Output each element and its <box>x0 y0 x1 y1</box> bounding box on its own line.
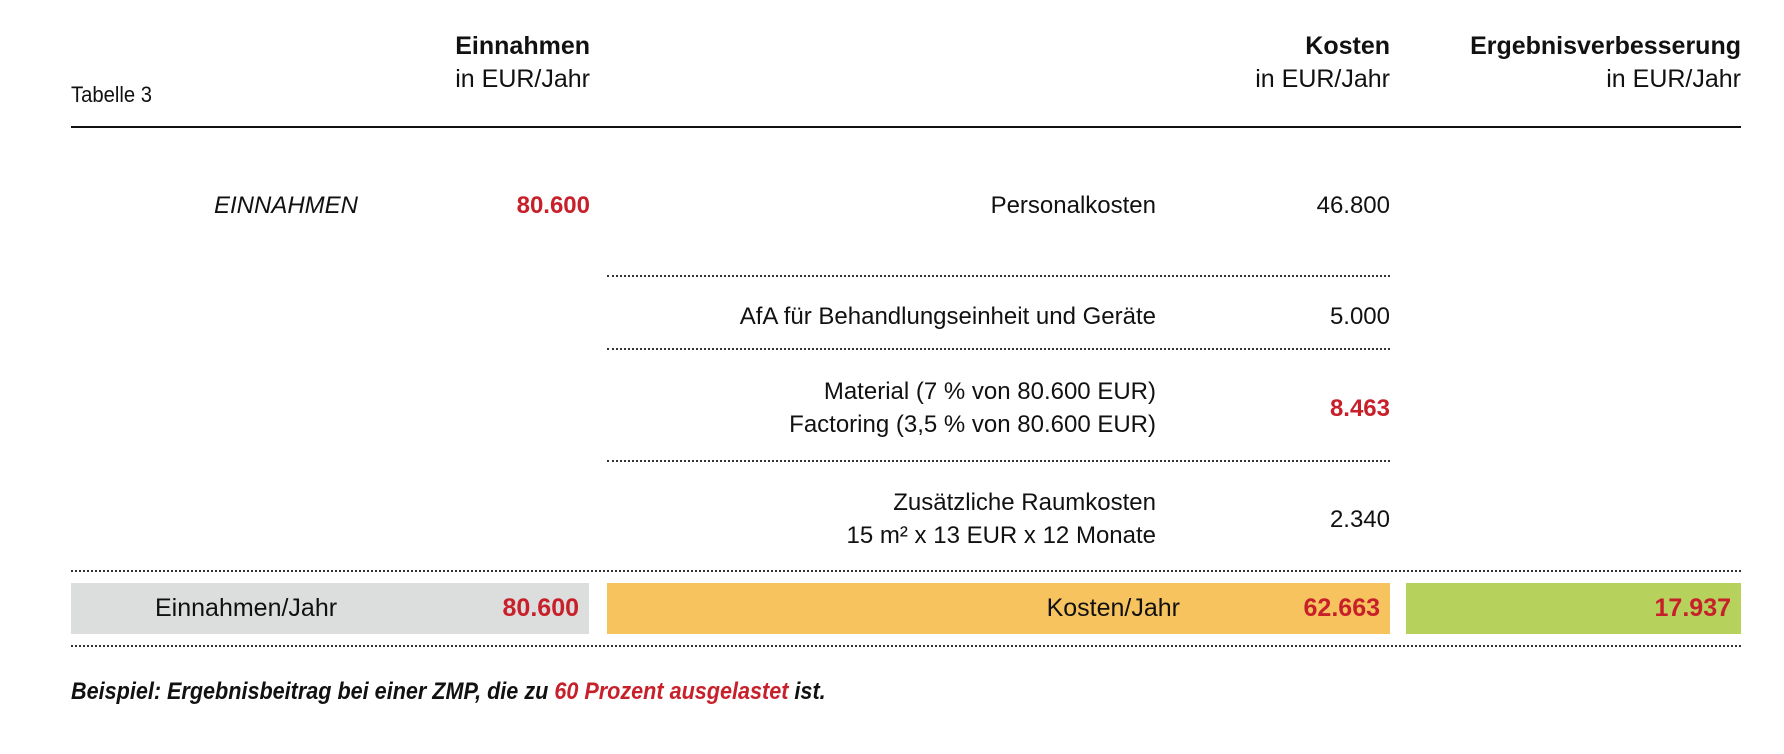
cost-row-personalkosten-label: Personalkosten <box>610 189 1156 222</box>
dotted-divider <box>607 460 1390 462</box>
cost-row-afa-label: AfA für Behandlungseinheit und Geräte <box>610 300 1156 333</box>
cost-row-afa-value: 5.000 <box>1329 303 1390 330</box>
total-kosten-value: 62.663 <box>1303 594 1380 622</box>
cost-line: Material (7 % von 80.600 EUR) <box>823 378 1156 405</box>
footnote-prefix: Beispiel: Ergebnisbeitrag bei einer ZMP,… <box>71 678 555 705</box>
header-einnahmen-title: Einnahmen <box>455 32 590 60</box>
header-kosten-title: Kosten <box>1305 32 1390 60</box>
dotted-divider <box>607 348 1390 350</box>
table-label: Tabelle 3 <box>71 82 153 107</box>
header-einnahmen-unit: in EUR/Jahr <box>455 65 590 93</box>
cost-row-raumkosten-label: Zusätzliche Raumkosten 15 m² x 13 EUR x … <box>610 486 1156 552</box>
total-ergebnis-bar: 17.937 <box>1406 583 1741 634</box>
footnote-suffix: ist. <box>788 678 826 705</box>
total-kosten-bar: Kosten/Jahr 62.663 <box>607 583 1390 634</box>
dotted-divider <box>607 275 1390 277</box>
cost-line: 15 m² x 13 EUR x 12 Monate <box>846 522 1156 549</box>
total-einnahmen-value: 80.600 <box>502 594 579 622</box>
header-kosten-unit: in EUR/Jahr <box>1255 65 1390 93</box>
einnahmen-label: EINNAHMEN <box>213 192 358 219</box>
header-kosten: Kosten in EUR/Jahr <box>1090 30 1390 96</box>
cost-line: Zusätzliche Raumkosten <box>893 489 1156 516</box>
cost-line: Personalkosten <box>990 192 1156 219</box>
total-einnahmen-bar: Einnahmen/Jahr 80.600 <box>71 583 589 634</box>
header-ergebnis-title: Ergebnisverbesserung <box>1470 32 1741 60</box>
cost-row-raumkosten-value: 2.340 <box>1329 506 1390 533</box>
cost-row-material-label: Material (7 % von 80.600 EUR) Factoring … <box>610 375 1156 441</box>
header-einnahmen: Einnahmen in EUR/Jahr <box>390 30 590 96</box>
total-einnahmen-label: Einnahmen/Jahr <box>155 594 338 622</box>
cost-line: Factoring (3,5 % von 80.600 EUR) <box>789 411 1156 438</box>
footnote: Beispiel: Ergebnisbeitrag bei einer ZMP,… <box>71 678 826 706</box>
header-ergebnis: Ergebnisverbesserung in EUR/Jahr <box>1390 30 1741 96</box>
header-divider <box>71 126 1741 128</box>
footnote-highlight: 60 Prozent ausgelastet <box>554 678 789 705</box>
cost-row-material-value: 8.463 <box>1329 395 1390 422</box>
einnahmen-value: 80.600 <box>516 192 590 219</box>
dotted-divider <box>71 570 1741 572</box>
header-ergebnis-unit: in EUR/Jahr <box>1606 65 1741 93</box>
total-ergebnis-value: 17.937 <box>1654 594 1731 622</box>
cost-line: AfA für Behandlungseinheit und Geräte <box>739 303 1156 330</box>
total-kosten-label: Kosten/Jahr <box>1046 594 1180 622</box>
dotted-divider <box>71 645 1741 647</box>
cost-row-personalkosten-value: 46.800 <box>1316 192 1390 219</box>
